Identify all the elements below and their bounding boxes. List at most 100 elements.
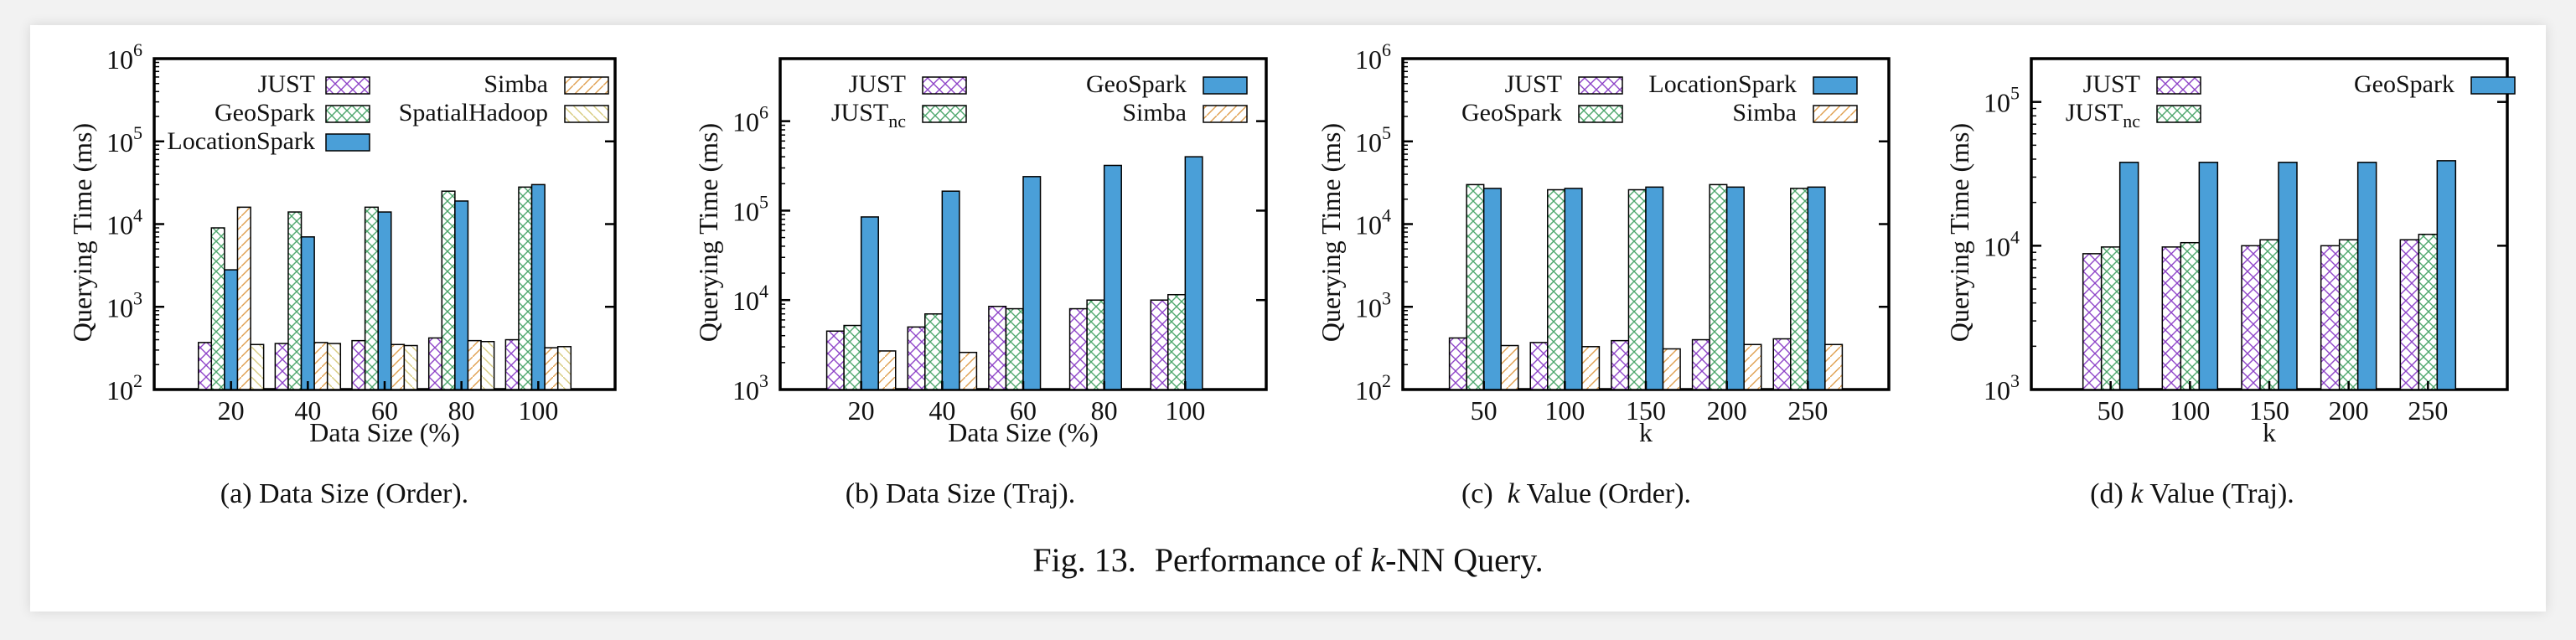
y-tick-base: 10 xyxy=(1355,375,1382,405)
figure: 102 103 104 105 106 Querying Time (ms) 20 40 60 8… xyxy=(30,25,2546,612)
y-tick-base: 10 xyxy=(732,375,759,405)
bar-locationspark-60 xyxy=(377,211,392,390)
bar-simba-20 xyxy=(236,206,251,390)
y-tick-exp: 6 xyxy=(133,39,142,60)
bar-locationspark-20 xyxy=(224,269,239,390)
subcaption-c-k: k xyxy=(1508,478,1521,509)
y-axis-label: Querying Time (ms) xyxy=(1944,123,1974,342)
x-tick-label: 40 xyxy=(928,395,955,426)
bar-simba-40 xyxy=(313,342,328,390)
bar-just-20 xyxy=(825,330,845,390)
bar-just-60 xyxy=(351,339,366,390)
bar-geospark-150 xyxy=(2278,162,2298,390)
y-tick-exp: 4 xyxy=(1382,205,1391,226)
figure-caption-text: Performance of xyxy=(1155,541,1371,579)
bar-just-100 xyxy=(2161,246,2182,390)
y-tick-exp: 3 xyxy=(133,287,142,308)
x-tick-label: 80 xyxy=(1091,395,1118,426)
legend-label-sub: nc xyxy=(2123,111,2140,132)
legend-swatch xyxy=(564,105,609,123)
legend-swatch xyxy=(1578,76,1623,95)
bar-spatialhadoop-20 xyxy=(250,343,265,390)
legend-swatch xyxy=(1203,105,1248,123)
x-tick-label: 40 xyxy=(294,395,321,426)
y-tick-base: 10 xyxy=(106,44,133,75)
x-tick-label: 60 xyxy=(1010,395,1037,426)
x-tick-label: 150 xyxy=(1626,395,1666,426)
x-tick-label: 150 xyxy=(2249,395,2289,426)
x-tick-label: 100 xyxy=(518,395,558,426)
bar-justnc-100 xyxy=(2180,241,2201,390)
bar-locationspark-250 xyxy=(1807,186,1826,390)
y-tick-base: 10 xyxy=(106,210,133,240)
bar-just-100 xyxy=(504,338,520,390)
legend-swatch xyxy=(1813,105,1858,123)
y-tick-base: 10 xyxy=(732,107,759,137)
x-axis-label: Data Size (%) xyxy=(309,417,459,447)
y-tick-base: 10 xyxy=(106,127,133,157)
legend-label: SpatialHadoop xyxy=(399,99,548,126)
bar-geospark-100 xyxy=(1184,156,1203,390)
bar-just-40 xyxy=(907,326,926,390)
bar-geospark-100 xyxy=(2198,162,2219,390)
y-tick-label: 102 xyxy=(1355,370,1391,405)
figure-caption-prefix: Fig. 13. xyxy=(1032,541,1135,579)
y-tick-exp: 5 xyxy=(759,191,768,212)
y-tick-exp: 6 xyxy=(759,102,768,123)
legend-swatch xyxy=(2156,76,2201,95)
x-tick-label: 50 xyxy=(2098,395,2124,426)
bar-just-200 xyxy=(1691,338,1710,390)
bar-just-50 xyxy=(2082,253,2103,390)
bar-justnc-100 xyxy=(1167,293,1187,390)
y-tick-base: 10 xyxy=(1984,88,2010,118)
bar-geospark-60 xyxy=(1022,176,1042,390)
bar-spatialhadoop-100 xyxy=(556,346,572,390)
legend-label: JUSTnc xyxy=(2066,99,2140,132)
legend-label: JUST xyxy=(849,70,906,98)
figure-caption: Fig. 13. Performance of k-NN Query. xyxy=(1032,541,1543,579)
legend-label: GeoSpark xyxy=(1461,99,1562,126)
legend-swatch xyxy=(564,76,609,95)
legend-swatch xyxy=(325,105,370,123)
y-tick-exp: 4 xyxy=(759,281,768,302)
bar-just-50 xyxy=(1448,337,1467,390)
y-tick-label: 103 xyxy=(732,370,768,405)
bar-just-80 xyxy=(427,337,443,390)
bar-geospark-250 xyxy=(2436,160,2457,390)
legend-swatch xyxy=(1813,76,1858,95)
bar-geospark-40 xyxy=(941,190,960,390)
bar-justnc-40 xyxy=(924,313,944,390)
y-tick-exp: 5 xyxy=(1382,122,1391,143)
bar-locationspark-200 xyxy=(1725,186,1745,390)
bar-spatialhadoop-60 xyxy=(403,344,418,390)
legend-label-base: JUST xyxy=(2066,99,2123,126)
bar-simba-80 xyxy=(467,339,482,390)
y-tick-label: 102 xyxy=(106,370,142,405)
y-tick-label: 104 xyxy=(1355,205,1391,240)
y-tick-label: 106 xyxy=(732,102,768,137)
bar-just-250 xyxy=(2399,239,2420,390)
x-axis-label: Data Size (%) xyxy=(948,417,1098,447)
x-axis-label: k xyxy=(1639,417,1653,447)
bar-just-40 xyxy=(274,343,289,390)
y-tick-label: 105 xyxy=(1355,122,1391,157)
bar-geospark-250 xyxy=(1790,188,1809,390)
x-tick-label: 100 xyxy=(2170,395,2210,426)
y-tick-base: 10 xyxy=(1355,210,1382,240)
y-axis-label: Querying Time (ms) xyxy=(1316,123,1346,342)
y-tick-exp: 3 xyxy=(1382,287,1391,308)
bar-geospark-200 xyxy=(1709,183,1728,390)
y-tick-label: 103 xyxy=(1984,370,2020,405)
bar-just-200 xyxy=(2320,245,2341,390)
bar-simba-150 xyxy=(1662,348,1681,390)
y-tick-exp: 3 xyxy=(759,370,768,391)
y-tick-label: 105 xyxy=(106,122,142,157)
legend-label: GeoSpark xyxy=(215,99,315,126)
legend-label: JUST xyxy=(1505,70,1562,98)
bar-geospark-50 xyxy=(1466,183,1485,390)
subcaption-b: (b) Data Size (Traj). xyxy=(846,478,1075,509)
y-tick-base: 10 xyxy=(732,286,759,316)
